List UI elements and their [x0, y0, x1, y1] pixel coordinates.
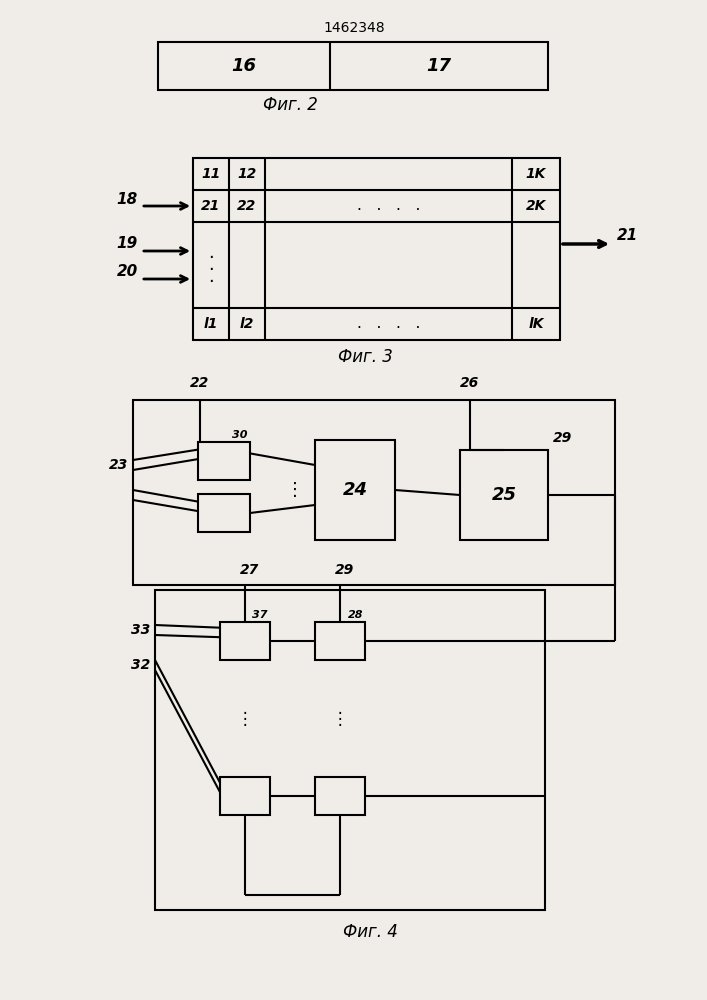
- Bar: [155, 590, 545, 910]
- Text: 22: 22: [190, 376, 209, 390]
- Text: lK: lK: [528, 317, 544, 331]
- Text: 29: 29: [335, 563, 355, 577]
- Bar: [133, 400, 615, 585]
- Text: 16: 16: [231, 57, 257, 75]
- Text: 19: 19: [117, 236, 138, 251]
- Text: 18: 18: [117, 192, 138, 207]
- Text: 12: 12: [238, 167, 257, 181]
- Text: l1: l1: [204, 317, 218, 331]
- Text: 21: 21: [617, 229, 638, 243]
- Text: 25: 25: [491, 486, 517, 504]
- Text: 11: 11: [201, 167, 221, 181]
- Text: 22: 22: [238, 199, 257, 213]
- Text: 26: 26: [460, 376, 479, 390]
- Bar: [193, 158, 560, 340]
- Text: .: .: [208, 256, 214, 274]
- Text: 30: 30: [233, 430, 248, 440]
- Text: 37: 37: [252, 610, 268, 620]
- Text: ⋮: ⋮: [332, 710, 349, 728]
- Bar: [220, 777, 270, 815]
- Text: l2: l2: [240, 317, 255, 331]
- Bar: [315, 440, 395, 540]
- Text: .: .: [208, 268, 214, 286]
- Bar: [315, 777, 365, 815]
- Text: 29: 29: [553, 431, 572, 445]
- Text: .   .   .   .: . . . .: [357, 198, 420, 214]
- Text: 1462348: 1462348: [323, 21, 385, 35]
- Text: ⋮: ⋮: [237, 710, 253, 728]
- Text: 23: 23: [109, 458, 128, 472]
- Text: 33: 33: [131, 623, 150, 637]
- Bar: [220, 622, 270, 660]
- Text: 21: 21: [201, 199, 221, 213]
- Bar: [158, 42, 548, 90]
- Text: 27: 27: [240, 563, 259, 577]
- Text: .: .: [208, 244, 214, 262]
- Text: Фиг. 4: Фиг. 4: [343, 923, 397, 941]
- Text: 17: 17: [426, 57, 451, 75]
- Bar: [198, 442, 250, 480]
- Text: Фиг. 2: Фиг. 2: [262, 96, 317, 114]
- Text: 2K: 2K: [526, 199, 547, 213]
- Text: 32: 32: [131, 658, 150, 672]
- Bar: [460, 450, 548, 540]
- Text: 24: 24: [342, 481, 368, 499]
- Text: 20: 20: [117, 264, 138, 279]
- Text: 1K: 1K: [526, 167, 547, 181]
- Text: 28: 28: [348, 610, 363, 620]
- Bar: [198, 494, 250, 532]
- Bar: [315, 622, 365, 660]
- Text: .   .   .   .: . . . .: [357, 316, 420, 332]
- Text: Фиг. 3: Фиг. 3: [337, 348, 392, 366]
- Text: ⋮: ⋮: [286, 481, 304, 499]
